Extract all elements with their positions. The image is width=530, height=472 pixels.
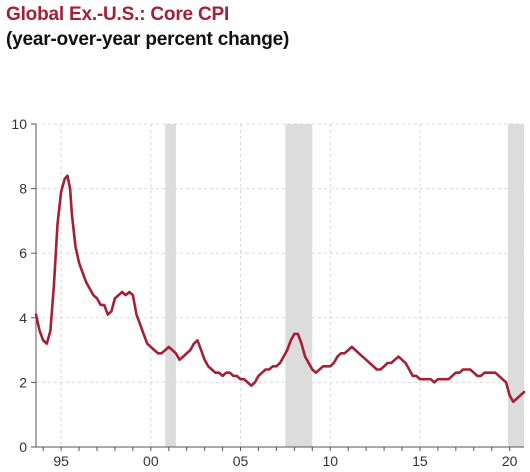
y-tick-label-10: 10 <box>11 116 27 132</box>
y-tick-label-0: 0 <box>19 439 27 455</box>
x-tick-label-00: 00 <box>143 453 159 469</box>
chart-subtitle: (year-over-year percent change) <box>6 29 290 50</box>
axes <box>35 124 524 448</box>
y-tick-label-8: 8 <box>19 181 27 197</box>
x-tick-label-10: 10 <box>322 453 338 469</box>
y-tick-label-6: 6 <box>19 245 27 261</box>
x-tick-label-05: 05 <box>233 453 249 469</box>
x-axis-ticks: 95 00 05 10 15 20 <box>42 447 518 469</box>
x-tick-label-20: 20 <box>502 453 518 469</box>
series-line-0 <box>34 174 526 404</box>
grid-lines <box>36 123 524 447</box>
recession-band-0 <box>165 124 176 447</box>
y-tick-label-4: 4 <box>19 310 27 326</box>
series-group <box>34 174 526 404</box>
recession-shading <box>165 124 524 447</box>
x-tick-label-95: 95 <box>53 453 69 469</box>
y-axis-ticks: 0 2 4 6 8 10 <box>11 116 36 455</box>
x-tick-label-15: 15 <box>412 453 428 469</box>
recession-band-2 <box>507 124 524 447</box>
y-tick-label-2: 2 <box>19 374 27 390</box>
chart-title: Global Ex.-U.S.: Core CPI <box>6 4 230 25</box>
recession-band-1 <box>285 124 313 447</box>
